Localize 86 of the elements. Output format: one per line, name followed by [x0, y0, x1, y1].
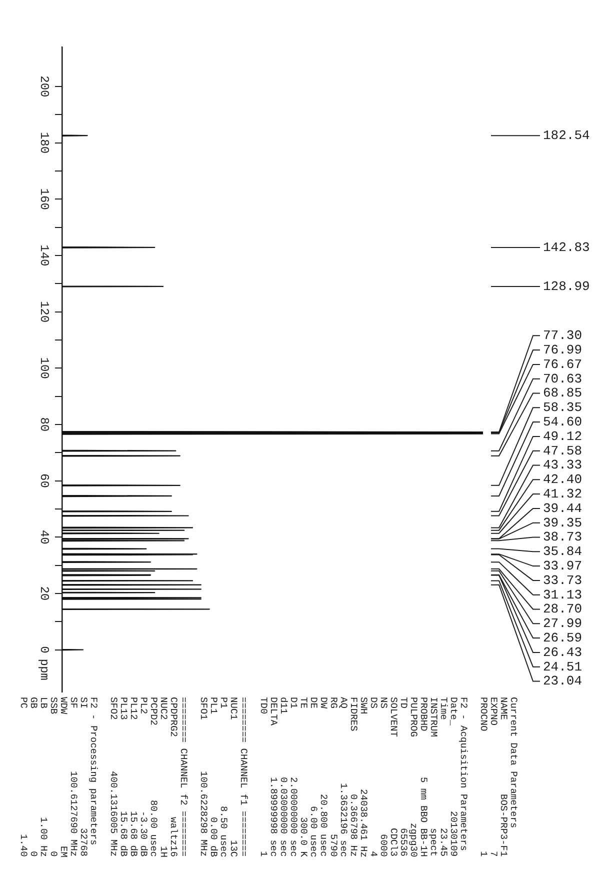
text: D1 2.00000000 sec	[288, 697, 299, 857]
text: 42.40	[543, 472, 582, 488]
text: TD0 1	[258, 697, 269, 857]
text: AQ 1.3632196 sec	[338, 697, 349, 857]
text: SFO1 100.6228298 MHz	[198, 697, 209, 857]
y-tick-label: 100	[37, 357, 52, 379]
text: PL12 15.68 dB	[128, 697, 139, 857]
text: TD 65536	[398, 697, 409, 857]
y-tick-label: 160	[37, 188, 52, 210]
text: SF 100.6127690 MHz	[68, 697, 79, 857]
text: PC 1.40	[18, 697, 29, 857]
text: 58.35	[543, 400, 582, 416]
text: NUC2 1H	[158, 697, 169, 857]
text: 26.43	[543, 644, 582, 660]
text: INSTRUM spect	[428, 697, 439, 857]
text: PULPROG zgpg30	[408, 697, 419, 857]
text: NS 6000	[378, 697, 389, 857]
text: SSB 0	[48, 697, 59, 857]
text: NAME BOS-PRP3-F1	[498, 697, 509, 857]
text: 142.83	[543, 240, 590, 255]
text: 68.85	[543, 386, 582, 401]
text: PL1 0.00 dB	[208, 697, 219, 857]
text: 39.35	[543, 515, 582, 530]
text: d11 0.03000000 sec	[278, 697, 289, 857]
y-axis-title: ppm	[36, 658, 51, 680]
text: NUC1 13C	[228, 697, 239, 857]
text: FIDRES 0.366798 Hz	[348, 697, 359, 857]
text: 43.33	[543, 458, 582, 473]
text: 27.99	[543, 616, 582, 632]
text: SWH 24038.461 Hz	[358, 697, 369, 857]
y-tick-label: 180	[37, 132, 52, 154]
text: CPDPRG2 waltz16	[168, 697, 179, 857]
text: 76.99	[543, 342, 582, 358]
text: LB 1.00 Hz	[38, 697, 49, 857]
text: 76.67	[543, 356, 582, 372]
text: F2 - Acquisition Parameters	[458, 697, 469, 851]
text: ======== CHANNEL f2 ========	[178, 697, 189, 857]
text: 28.70	[543, 602, 582, 617]
y-tick-label: 60	[37, 474, 52, 488]
text: 35.84	[543, 544, 582, 560]
text: 70.63	[543, 371, 582, 386]
text: F2 - Processing parameters	[88, 697, 99, 846]
text: 182.54	[543, 128, 590, 144]
text: DE 6.00 usec	[308, 697, 319, 857]
y-tick-label: 40	[37, 530, 52, 544]
text: 41.32	[543, 486, 582, 502]
text: 26.59	[543, 630, 582, 646]
text: PL2 -3.30 dB	[138, 697, 149, 857]
text: WDW EM	[58, 697, 69, 857]
y-tick-label: 200	[37, 76, 52, 98]
text: ======== CHANNEL f1 ========	[238, 697, 249, 857]
text: P1 8.50 usec	[218, 697, 229, 857]
text: 31.13	[543, 587, 582, 602]
text: 47.58	[543, 443, 582, 458]
text: 23.04	[543, 674, 582, 689]
text: PROBHD 5 mm BBO BB-1H	[418, 697, 429, 857]
text: 38.73	[543, 530, 582, 545]
text: DELTA 1.89999998 sec	[268, 697, 279, 857]
text: GB 0	[28, 697, 39, 857]
text: PL13 15.68 dB	[118, 697, 129, 857]
text: EXPNO 7	[488, 697, 499, 857]
text: DW 20.800 usec	[318, 697, 329, 857]
y-tick-label: 80	[37, 417, 52, 432]
y-tick-label: 140	[37, 244, 52, 266]
text: SOLVENT CDCl3	[388, 697, 399, 857]
y-tick-label: 20	[37, 586, 52, 601]
text: Current Data Parameters	[508, 697, 519, 828]
text: 33.97	[543, 558, 582, 574]
text: PROCNO 1	[478, 697, 489, 857]
y-tick-label: 120	[37, 300, 52, 323]
text: DS 4	[368, 697, 379, 857]
text: 128.99	[543, 278, 590, 294]
text: RG 5790	[328, 697, 339, 857]
text: 54.60	[543, 414, 582, 430]
text: 77.30	[543, 328, 582, 344]
text: Time 23.45	[438, 697, 449, 857]
text: SFO2 400.1316005 MHz	[108, 697, 119, 857]
y-tick-label: 0	[37, 646, 52, 654]
text: 49.12	[543, 428, 582, 444]
text: TE 300.0 K	[298, 697, 309, 857]
text: SI 32768	[78, 697, 89, 857]
text: 39.44	[543, 500, 582, 516]
text: 33.73	[543, 572, 582, 588]
text: PCPD2 80.00 usec	[148, 697, 159, 857]
text: Date_ 20130109	[448, 697, 459, 857]
text: 24.51	[543, 659, 582, 674]
